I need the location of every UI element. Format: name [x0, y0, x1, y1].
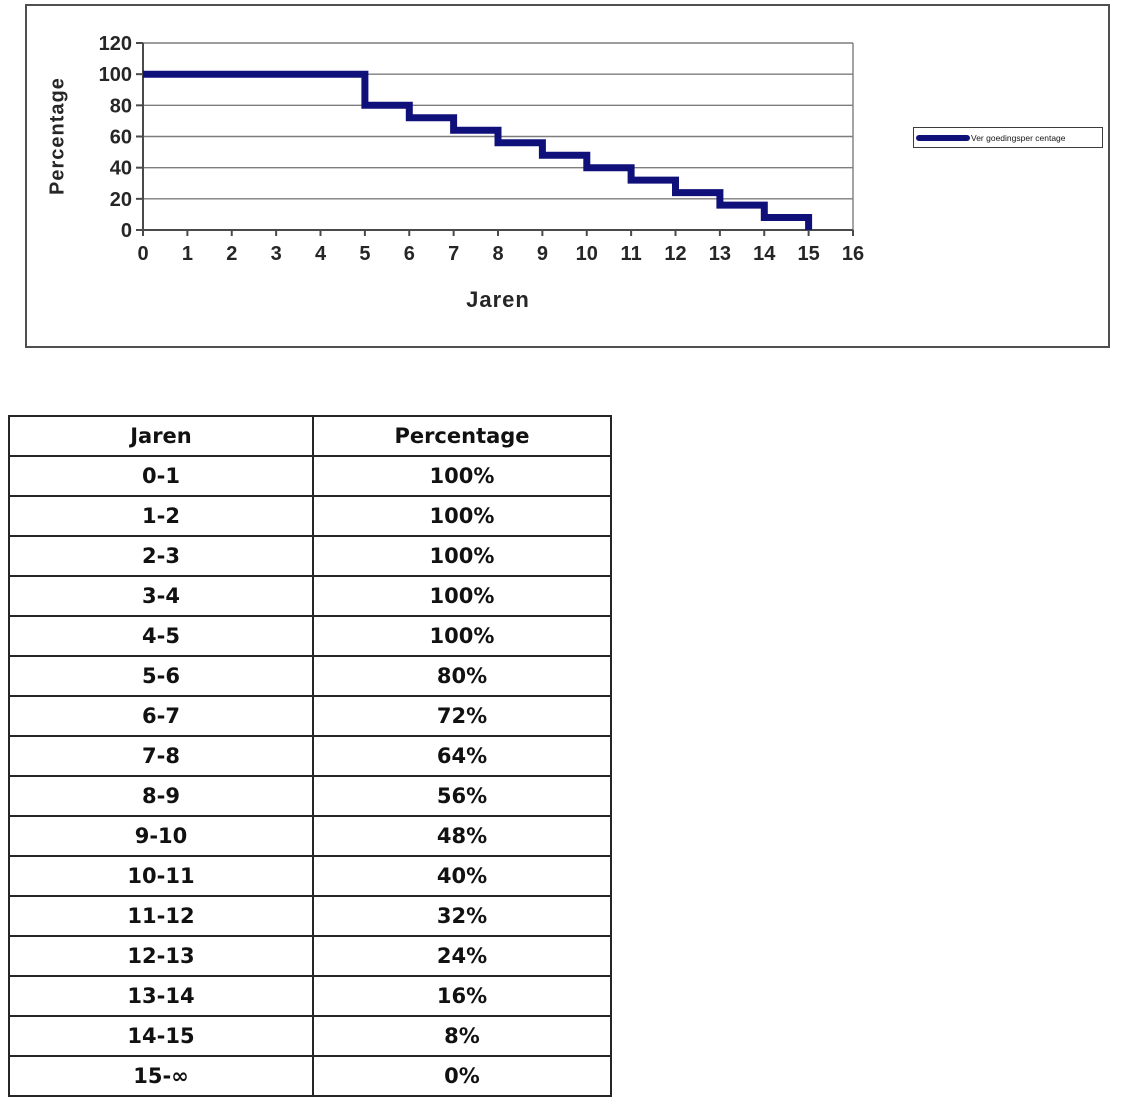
- table-row: 7-8 64%: [8, 735, 612, 777]
- x-tick-label: 0: [137, 243, 148, 265]
- percentage-cell: 16%: [312, 975, 612, 1017]
- y-tick-label: 120: [99, 33, 132, 55]
- percentage-cell: 100%: [312, 575, 612, 617]
- jaren-cell: 14-15: [8, 1015, 314, 1057]
- jaren-cell: 9-10: [8, 815, 314, 857]
- table-row: 9-10 48%: [8, 815, 612, 857]
- jaren-cell: 2-3: [8, 535, 314, 577]
- percentage-cell: 32%: [312, 895, 612, 937]
- percentage-cell: 100%: [312, 455, 612, 497]
- y-tick-label: 20: [110, 189, 132, 211]
- legend-label: Ver goedingsper centage: [971, 132, 1066, 143]
- chart-frame: 0 20 40 60 80 100 120 0 1 2 3 4 5 6 7 8 9 10 11 12 13 14 15 16 …: [25, 4, 1110, 348]
- table-row: 8-9 56%: [8, 775, 612, 817]
- table-row: 5-6 80%: [8, 655, 612, 697]
- col-header-jaren: Jaren: [8, 415, 314, 457]
- percentage-cell: 100%: [312, 535, 612, 577]
- x-tick-label: 1: [182, 243, 193, 265]
- percentage-cell: 80%: [312, 655, 612, 697]
- percentage-cell: 56%: [312, 775, 612, 817]
- x-axis-title: Jaren: [466, 287, 530, 312]
- table-row: 10-11 40%: [8, 855, 612, 897]
- jaren-cell: 6-7: [8, 695, 314, 737]
- y-tick-label: 60: [110, 127, 132, 149]
- x-tick-label: 4: [315, 243, 327, 265]
- table-row: 1-2 100%: [8, 495, 612, 537]
- table-row: 11-12 32%: [8, 895, 612, 937]
- x-tick-label: 2: [226, 243, 237, 265]
- jaren-cell: 15-∞: [8, 1055, 314, 1097]
- jaren-cell: 3-4: [8, 575, 314, 617]
- col-header-percentage: Percentage: [312, 415, 612, 457]
- x-tick-label: 16: [842, 243, 864, 265]
- x-tick-label: 13: [709, 243, 731, 265]
- x-tick-label: 15: [798, 243, 820, 265]
- jaren-cell: 10-11: [8, 855, 314, 897]
- table-row: 4-5 100%: [8, 615, 612, 657]
- legend-line-marker: [916, 134, 970, 141]
- table-row: 0-1 100%: [8, 455, 612, 497]
- x-tick-label: 14: [753, 243, 776, 265]
- jaren-cell: 8-9: [8, 775, 314, 817]
- x-tick-label: 12: [664, 243, 686, 265]
- x-tick-label: 9: [537, 243, 548, 265]
- y-axis-title: Percentage: [46, 77, 69, 196]
- percentage-cell: 40%: [312, 855, 612, 897]
- x-tick-label: 5: [359, 243, 370, 265]
- jaren-cell: 12-13: [8, 935, 314, 977]
- y-tick-label: 0: [121, 220, 132, 242]
- y-tick-label: 100: [99, 64, 132, 86]
- table-row: 13-14 16%: [8, 975, 612, 1017]
- x-tick-label: 7: [448, 243, 459, 265]
- data-table: Jaren Percentage 0-1 100% 1-2 100% 2-3 100% 3-…: [8, 415, 612, 1097]
- table-row: 15-∞ 0%: [8, 1055, 612, 1097]
- jaren-cell: 7-8: [8, 735, 314, 777]
- jaren-cell: 5-6: [8, 655, 314, 697]
- jaren-cell: 4-5: [8, 615, 314, 657]
- table-row: 3-4 100%: [8, 575, 612, 617]
- x-tick-label: 6: [404, 243, 415, 265]
- table-header-row: Jaren Percentage: [8, 415, 612, 457]
- x-tick-label: 3: [271, 243, 282, 265]
- percentage-cell: 72%: [312, 695, 612, 737]
- percentage-cell: 8%: [312, 1015, 612, 1057]
- percentage-cell: 100%: [312, 495, 612, 537]
- jaren-cell: 13-14: [8, 975, 314, 1017]
- jaren-cell: 11-12: [8, 895, 314, 937]
- table-row: 2-3 100%: [8, 535, 612, 577]
- percentage-cell: 24%: [312, 935, 612, 977]
- jaren-cell: 1-2: [8, 495, 314, 537]
- percentage-cell: 0%: [312, 1055, 612, 1097]
- x-tick-label: 8: [492, 243, 503, 265]
- percentage-cell: 64%: [312, 735, 612, 777]
- table-row: 14-15 8%: [8, 1015, 612, 1057]
- x-tick-label: 11: [621, 243, 642, 265]
- series-line-vergoedingspercentage: [143, 70, 813, 230]
- x-tick-label: 10: [576, 243, 598, 265]
- jaren-cell: 0-1: [8, 455, 314, 497]
- legend: Ver goedingsper centage: [913, 127, 1103, 148]
- y-tick-label: 80: [110, 95, 132, 117]
- y-tick-label: 40: [110, 158, 132, 180]
- percentage-cell: 48%: [312, 815, 612, 857]
- percentage-cell: 100%: [312, 615, 612, 657]
- table-row: 12-13 24%: [8, 935, 612, 977]
- table-row: 6-7 72%: [8, 695, 612, 737]
